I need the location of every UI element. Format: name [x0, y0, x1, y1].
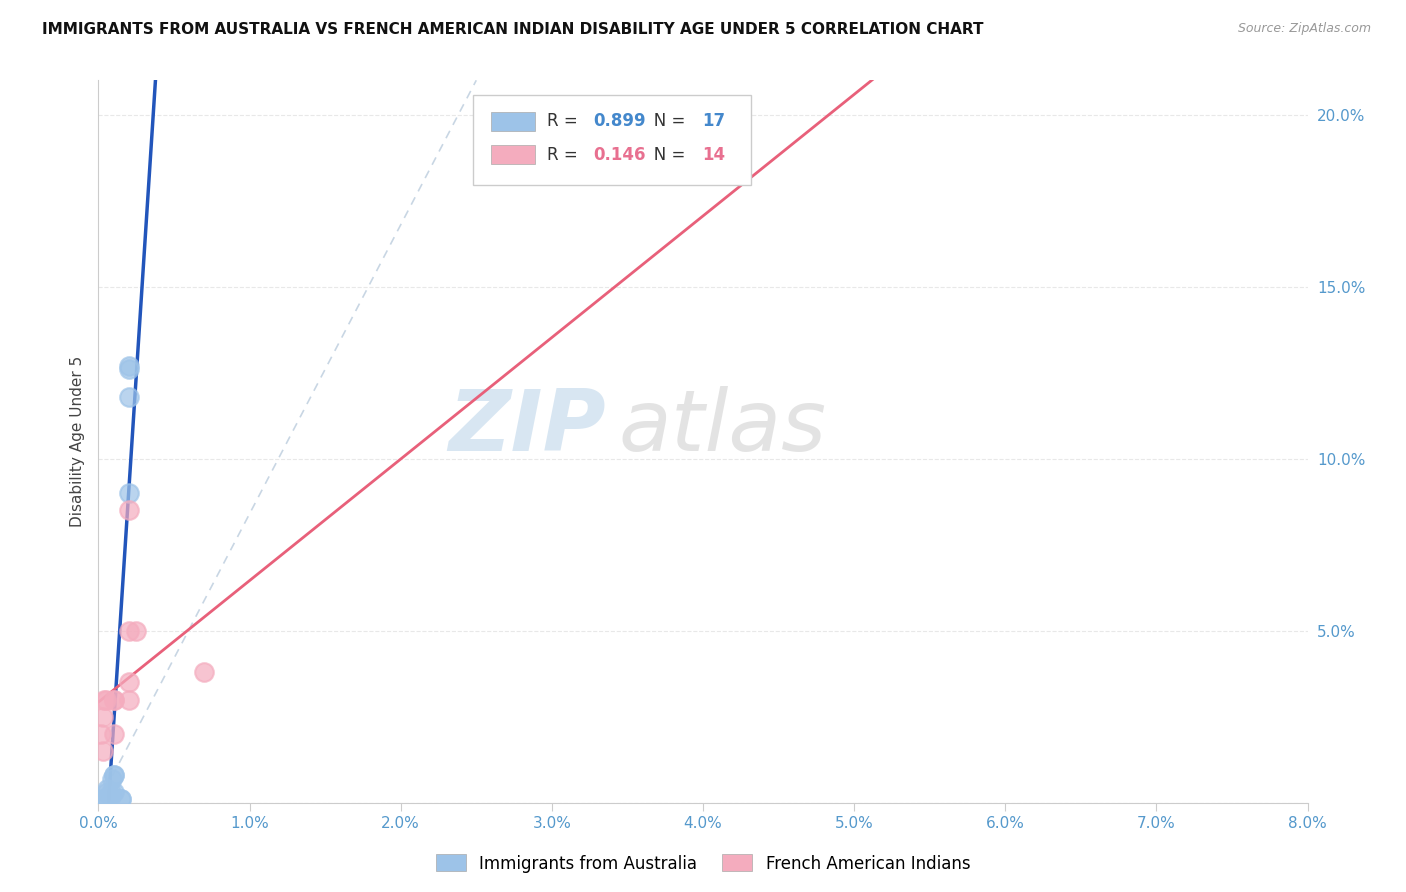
Point	[118, 692, 141, 706]
Text: ZIP: ZIP	[449, 385, 606, 468]
Point	[118, 362, 141, 376]
Point	[96, 782, 118, 797]
Y-axis label: Disability Age Under 5: Disability Age Under 5	[69, 356, 84, 527]
Point	[193, 665, 215, 679]
Point	[103, 785, 125, 799]
Point	[96, 785, 118, 799]
Point	[93, 692, 115, 706]
Text: R =: R =	[547, 145, 583, 164]
Point	[110, 792, 132, 806]
FancyBboxPatch shape	[474, 95, 751, 185]
Point	[118, 390, 141, 404]
Point	[101, 772, 124, 786]
Point	[91, 792, 114, 806]
Point	[118, 675, 141, 690]
Point	[110, 792, 132, 806]
Text: N =: N =	[638, 112, 690, 130]
Point	[91, 744, 114, 758]
Point	[103, 768, 125, 782]
Point	[118, 486, 141, 500]
Text: 14: 14	[702, 145, 725, 164]
Point	[118, 624, 141, 638]
Text: Source: ZipAtlas.com: Source: ZipAtlas.com	[1237, 22, 1371, 36]
FancyBboxPatch shape	[492, 112, 534, 131]
FancyBboxPatch shape	[492, 145, 534, 164]
Point	[100, 789, 122, 803]
Text: 0.146: 0.146	[593, 145, 645, 164]
Point	[100, 785, 122, 799]
Point	[118, 359, 141, 373]
Point	[94, 792, 117, 806]
Point	[90, 727, 112, 741]
Point	[103, 692, 125, 706]
Point	[91, 792, 114, 806]
Point	[125, 624, 148, 638]
Legend: Immigrants from Australia, French American Indians: Immigrants from Australia, French Americ…	[429, 847, 977, 880]
Point	[91, 710, 114, 724]
Text: N =: N =	[638, 145, 690, 164]
Point	[103, 768, 125, 782]
Point	[118, 503, 141, 517]
Text: 0.899: 0.899	[593, 112, 645, 130]
Text: R =: R =	[547, 112, 583, 130]
Point	[103, 727, 125, 741]
Text: atlas: atlas	[619, 385, 827, 468]
Point	[94, 692, 117, 706]
Text: 17: 17	[702, 112, 725, 130]
Text: IMMIGRANTS FROM AUSTRALIA VS FRENCH AMERICAN INDIAN DISABILITY AGE UNDER 5 CORRE: IMMIGRANTS FROM AUSTRALIA VS FRENCH AMER…	[42, 22, 984, 37]
Point	[103, 692, 125, 706]
